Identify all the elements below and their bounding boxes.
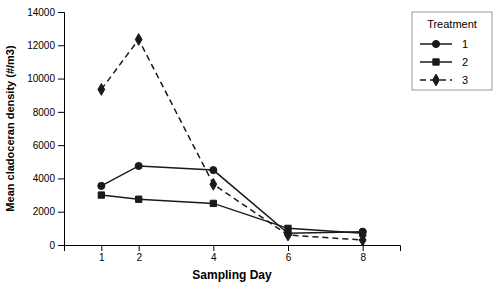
series [98, 34, 366, 245]
tick-label: 4 [211, 252, 217, 263]
series-layer [98, 34, 366, 245]
point [98, 192, 104, 198]
x-axis-line [65, 246, 401, 252]
point [98, 84, 105, 96]
point [210, 178, 217, 190]
tick: 8000 [33, 107, 64, 118]
legend-title: Treatment [427, 18, 477, 30]
tick: 6000 [33, 140, 64, 151]
y-axis-line [58, 13, 65, 246]
tick-mark [58, 145, 64, 146]
tick-label: 0 [49, 240, 55, 251]
point [135, 34, 142, 46]
series [98, 192, 366, 237]
point [136, 196, 142, 202]
legend-label: 1 [462, 38, 468, 50]
tick-mark [213, 245, 214, 251]
x-axis-title: Sampling Day [192, 268, 272, 282]
point [210, 200, 216, 206]
line [101, 39, 362, 240]
x-axis: 1 2 4 6 8 [65, 245, 401, 263]
y-axis: 0 2000 4000 6000 8000 10000 12000 14000 [27, 7, 64, 251]
tick-label: 1 [99, 252, 105, 263]
tick-mark [58, 178, 64, 179]
tick: 8 [360, 245, 366, 263]
tick-label: 12000 [27, 40, 55, 51]
point [210, 167, 217, 174]
tick-mark [363, 245, 364, 251]
tick-label: 8 [360, 252, 366, 263]
tick: 6 [286, 245, 292, 263]
tick-mark [58, 212, 64, 213]
series [98, 162, 366, 237]
legend-item: 1 [420, 38, 468, 50]
legend: Treatment 1 2 3 [412, 12, 492, 90]
tick: 2 [136, 245, 142, 263]
legend-box [412, 12, 492, 90]
legend-label: 2 [462, 56, 468, 68]
line [101, 195, 362, 233]
tick-mark [58, 245, 64, 246]
legend-marker [433, 59, 439, 65]
tick: 10000 [27, 73, 64, 84]
y-axis-title: Mean cladoceran density (#/m3) [4, 45, 16, 212]
tick: 4000 [33, 173, 64, 184]
tick-label: 4000 [33, 173, 56, 184]
tick-mark [58, 112, 64, 113]
tick: 4 [211, 245, 217, 263]
chart: 1 2 4 6 8 0 2000 4000 6000 8000 10000 12000 14000 Sam… [0, 0, 500, 287]
tick: 0 [49, 240, 64, 251]
point [98, 182, 105, 189]
point [285, 229, 292, 241]
legend-marker [432, 40, 439, 47]
tick-label: 2 [136, 252, 142, 263]
tick-label: 8000 [33, 107, 56, 118]
tick-mark [58, 12, 64, 13]
tick: 2000 [33, 206, 64, 217]
plot: 1 2 4 6 8 0 2000 4000 6000 8000 10000 12000 14000 [27, 7, 400, 263]
tick-mark [288, 245, 289, 251]
point [359, 234, 366, 245]
tick-label: 10000 [27, 73, 55, 84]
legend-item: 2 [420, 56, 468, 68]
tick-mark [58, 79, 64, 80]
legend-item: 3 [420, 74, 468, 86]
tick-label: 2000 [33, 206, 56, 217]
tick-label: 6000 [33, 140, 56, 151]
tick-label: 6 [286, 252, 292, 263]
legend-label: 3 [462, 74, 468, 86]
point [135, 162, 142, 169]
tick: 12000 [27, 40, 64, 51]
tick-mark [139, 245, 140, 251]
tick-label: 14000 [27, 7, 55, 18]
tick-mark [58, 45, 64, 46]
tick: 14000 [27, 7, 64, 18]
tick-mark [101, 245, 102, 251]
legend-marker [433, 74, 440, 86]
tick: 1 [99, 245, 105, 263]
line [101, 166, 362, 233]
